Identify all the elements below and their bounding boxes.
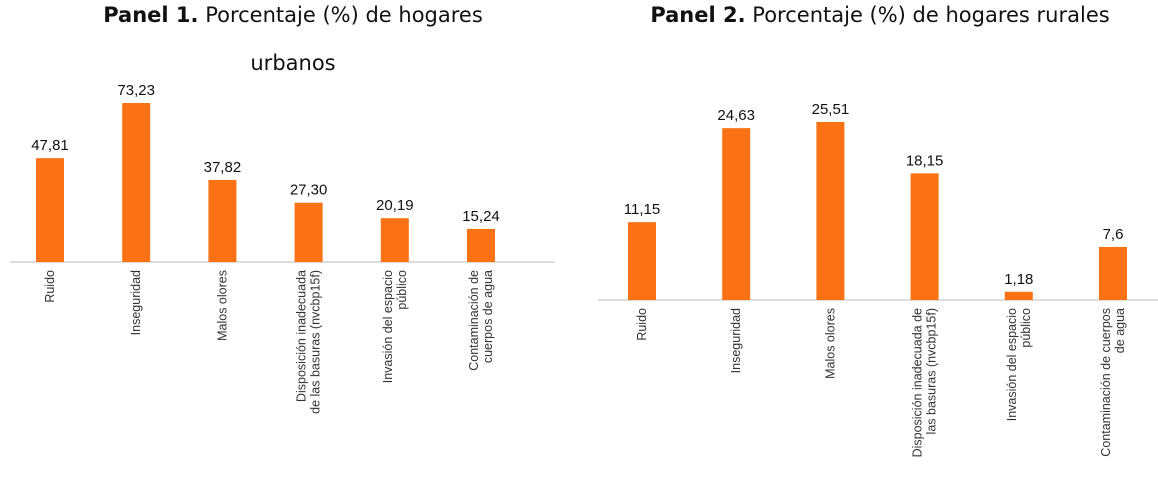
x-tick-label: Contaminación de cuerpos [1099,308,1113,457]
x-tick-label: Disposición inadecuada [295,270,309,402]
chart-title: Panel 1. Porcentaje (%) de hogares [103,3,483,27]
title-text: Porcentaje (%) de hogares rurales [752,3,1109,27]
x-tick-label: Inseguridad [729,308,743,373]
title-text: Porcentaje (%) de hogares [205,3,483,27]
value-label: 47,81 [31,137,69,154]
x-tick-label: Disposición inadecuada de [911,308,925,457]
bar [1004,291,1033,300]
bar [380,218,409,262]
bar [122,103,151,262]
value-label: 11,15 [624,201,660,218]
x-tick-label: Invasión del espacio [1005,308,1019,421]
value-label: 15,24 [462,208,500,225]
bar [1099,246,1127,300]
value-label: 20,19 [376,197,414,214]
x-tick-label: las basuras (nvcbp15f) [925,308,939,434]
x-tick-label: Contaminación de [467,270,481,371]
x-tick-label: cuerpos de agua [481,270,495,363]
x-tick-label: Malos olores [215,270,229,341]
value-label: 18,15 [906,152,944,169]
x-tick-label: Ruido [43,270,57,303]
x-tick-label: Invasión del espacio [381,270,395,383]
bar [36,158,64,262]
x-tick-label: Ruido [635,308,649,341]
bar [910,173,939,300]
value-label: 25,51 [812,101,850,118]
value-label: 7,6 [1103,226,1124,243]
bar [467,228,495,262]
value-label: 27,30 [290,182,328,199]
x-tick-label: público [395,270,409,310]
value-label: 73,23 [117,82,155,99]
bar [294,202,323,262]
chart-title: Panel 2. Porcentaje (%) de hogares rural… [650,3,1109,27]
x-tick-label: Inseguridad [129,270,143,335]
bar [722,128,751,300]
bar [208,179,237,262]
value-label: 37,82 [204,159,242,176]
title-bold: Panel 2. [650,3,745,27]
chart-title: urbanos [250,51,335,75]
value-label: 24,63 [717,107,755,124]
bar [816,122,845,300]
x-tick-label: público [1019,308,1033,348]
x-tick-label: de las basuras (nvcbp15f) [309,270,323,414]
title-bold: Panel 1. [103,3,198,27]
bar [628,222,656,300]
value-label: 1,18 [1004,271,1033,288]
title-text: urbanos [250,51,335,75]
x-tick-label: de agua [1113,308,1127,353]
x-tick-label: Malos olores [823,308,837,379]
